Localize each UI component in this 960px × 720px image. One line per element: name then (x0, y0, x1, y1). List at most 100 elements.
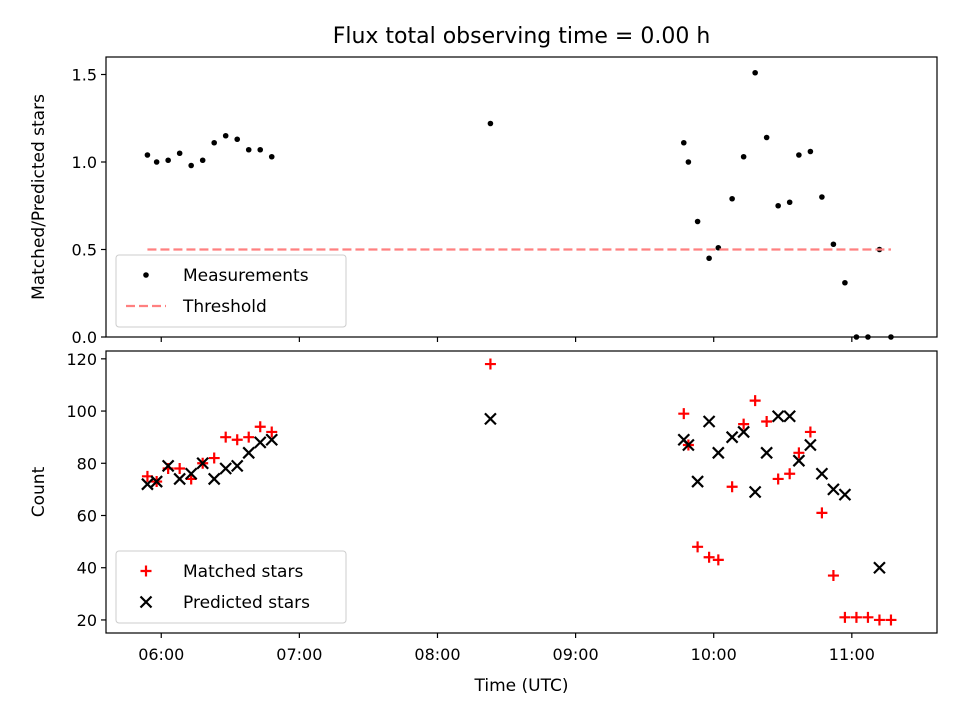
matched-stars-point (738, 418, 750, 430)
predicted-stars-point (219, 462, 232, 475)
y-tick-label: 100 (66, 402, 97, 421)
measurements-point (807, 148, 814, 155)
measurements-point (257, 146, 264, 153)
matched-stars-point (862, 611, 874, 623)
matched-stars-point (678, 408, 690, 420)
predicted-stars-point (691, 475, 704, 488)
legend-measurements-swatch (143, 272, 149, 278)
predicted-stars-point (682, 438, 695, 452)
measurements-point (842, 279, 848, 286)
y-tick-label: 20 (77, 611, 97, 630)
measurements-point (830, 241, 837, 248)
x-axis-label: Time (UTC) (474, 676, 569, 696)
matched-stars-point (873, 614, 885, 626)
x-tick-label: 07:00 (276, 645, 322, 664)
measurements-point (706, 255, 712, 262)
measurements-point (694, 218, 701, 225)
predicted-stars-point (838, 488, 852, 501)
matched-stars-point (749, 395, 761, 407)
predicted-stars-point (150, 475, 163, 488)
measurements-point (763, 134, 770, 141)
measurements-point (199, 157, 206, 164)
predicted-stars-point (484, 412, 497, 426)
matched-stars-point (761, 416, 773, 427)
y-tick-label: 60 (77, 507, 97, 526)
matched-stars-point (174, 463, 186, 474)
measurements-point (752, 69, 758, 76)
legend: Matched stars Predicted stars (115, 550, 347, 624)
measurements-point (740, 153, 747, 160)
measurements-point (819, 194, 825, 200)
matched-stars-point (208, 452, 220, 464)
y-axis-label: Matched/Predicted stars (29, 94, 49, 300)
legend-matched-stars-swatch (140, 565, 152, 577)
predicted-stars-point (184, 467, 198, 480)
predicted-stars-point (804, 438, 817, 452)
measurements-point (685, 159, 692, 165)
legend-box (115, 254, 347, 328)
y-tick-label: 80 (77, 454, 97, 473)
legend-matched-stars-label: Matched stars (183, 562, 303, 582)
measurements-point (796, 152, 802, 158)
measurements-point (775, 202, 781, 209)
predicted-stars-point (230, 459, 244, 473)
y-tick-label: 0.0 (72, 328, 97, 347)
predicted-stars-point (242, 446, 255, 460)
predicted-stars-point (760, 446, 773, 460)
matched-stars-point (266, 426, 278, 438)
x-tick-label: 09:00 (553, 645, 599, 664)
measurements-point (165, 157, 171, 164)
measurements-point (729, 195, 735, 202)
predicted-stars-point (196, 457, 209, 470)
measurements-point (188, 162, 194, 169)
predicted-stars-point (792, 454, 806, 467)
matched-stars-point (804, 426, 816, 438)
y-axis-label: Count (29, 466, 49, 517)
matched-stars-point (231, 434, 243, 446)
legend-box (115, 550, 347, 624)
plot-area (141, 358, 897, 626)
predicted-stars-point (815, 467, 829, 480)
matched-stars-point (243, 431, 255, 443)
predicted-stars-point (161, 459, 175, 473)
y-tick-label: 120 (66, 350, 97, 369)
measurements-point (153, 159, 160, 165)
chart-title: Flux total observing time = 0.00 h (333, 24, 711, 49)
predicted-stars-point (712, 446, 725, 460)
y-tick-label: 0.5 (72, 241, 97, 260)
predicted-stars-point (725, 430, 739, 444)
measurements-point (245, 146, 252, 153)
matched-stars-point (827, 570, 839, 582)
matched-stars-point (220, 431, 232, 443)
matched-stars-point (793, 447, 805, 459)
predicted-stars-point (873, 561, 886, 574)
matched-stars-point (816, 507, 828, 519)
matched-stars-point (850, 611, 862, 623)
matched-stars-point (712, 554, 724, 566)
y-tick-label: 1.5 (72, 66, 97, 85)
matched-stars-point (772, 473, 784, 485)
predicted-stars-point (141, 477, 154, 491)
legend-measurements-label: Measurements (183, 266, 309, 286)
predicted-stars-point (771, 410, 785, 423)
measurements-point (786, 199, 793, 206)
predicted-stars-point (253, 436, 267, 449)
matched-stars-point (692, 541, 704, 553)
predicted-stars-point (737, 425, 750, 439)
legend-predicted-stars-swatch (139, 595, 153, 609)
predicted-stars-point (207, 472, 221, 486)
predicted-stars-point (827, 483, 840, 496)
top-panel: Flux total observing time = 0.00 h Matche… (29, 24, 938, 347)
matched-stars-point (726, 481, 738, 493)
measurements-point (144, 152, 151, 158)
measurements-point (234, 136, 241, 143)
legend-threshold-label: Threshold (182, 297, 267, 317)
matched-stars-point (839, 611, 851, 623)
matched-stars-point (484, 358, 496, 370)
measurements-point (487, 120, 494, 127)
predicted-stars-point (748, 485, 762, 499)
matched-stars-point (784, 468, 796, 480)
axes-frame (105, 56, 938, 338)
x-tick-label: 08:00 (414, 645, 460, 664)
